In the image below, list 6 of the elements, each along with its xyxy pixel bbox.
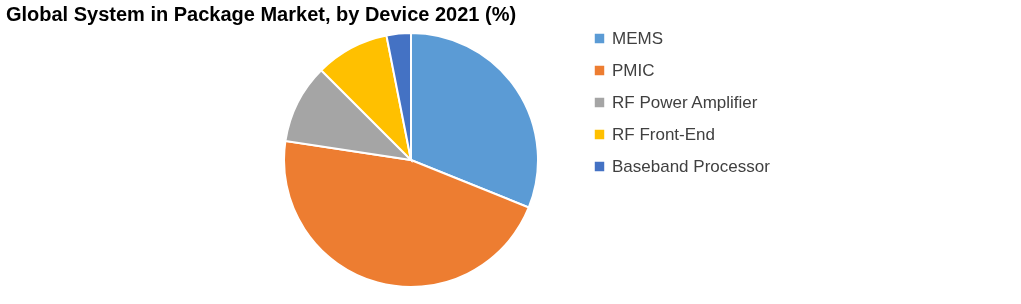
legend-label: RF Front-End [612,124,715,144]
legend-label: MEMS [612,28,663,48]
legend-label: Baseband Processor [612,156,771,176]
chart-title: Global System in Package Market, by Device 2021 (%) [5,3,517,25]
legend-label: PMIC [612,60,655,80]
legend-label: RF Power Amplifier [612,92,758,112]
